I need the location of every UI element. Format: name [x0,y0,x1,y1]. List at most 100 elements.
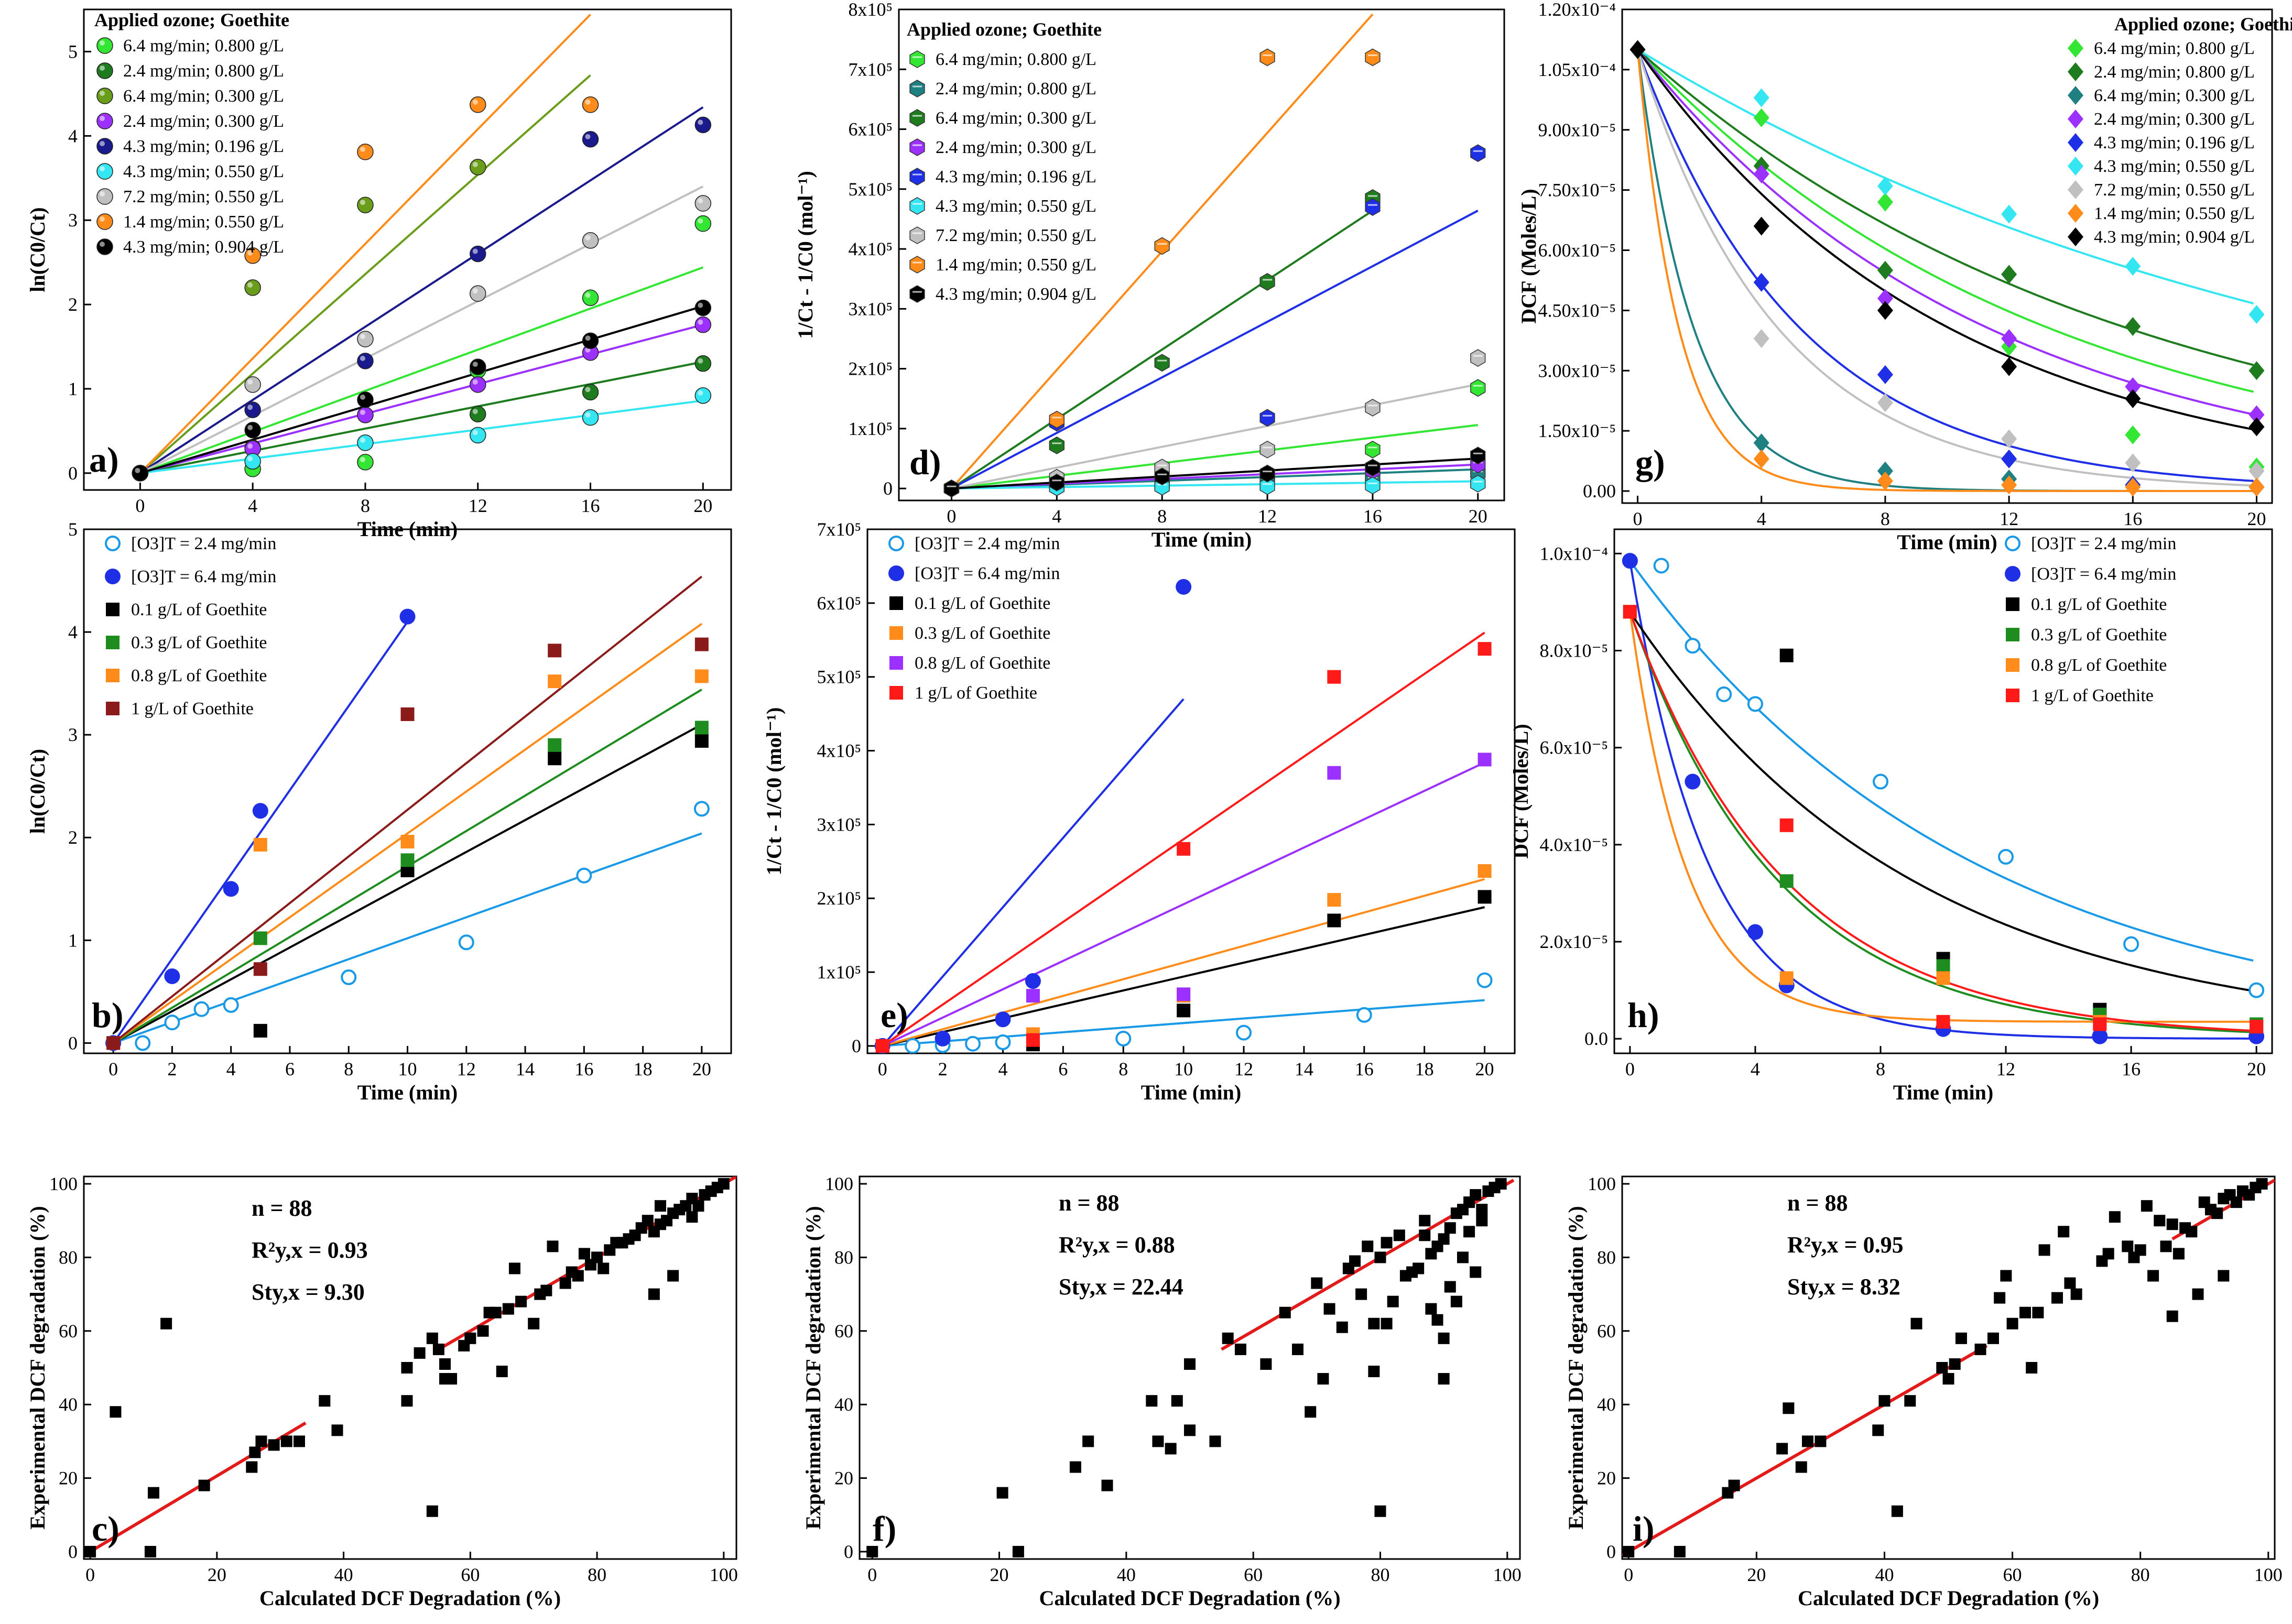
x-tick-label: 6 [1058,1059,1068,1080]
point-41 [1425,1303,1437,1315]
plot-area [1622,1178,2275,1557]
point-5-5 [1470,475,1486,493]
point-7 [1152,1435,1164,1447]
point-7-3 [469,96,486,113]
legend-marker-7-highlight [100,216,105,222]
x-tick-label: 0 [1633,508,1643,529]
point-2-2-highlight [360,200,365,205]
y-tick-label: 0.00 [1583,481,1616,502]
point-6-3-highlight [472,288,478,294]
legend: Applied ozone; Goethite 6.4 mg/min; 0.800… [2068,14,2292,247]
point-32 [2102,1248,2114,1260]
point-29 [1374,1505,1386,1517]
legend-marker-3 [2006,628,2019,641]
legend-marker-2 [909,109,925,127]
y-tick-label: 3x10⁵ [817,814,861,835]
point-5-0 [875,1039,889,1053]
point-26 [1362,1240,1374,1252]
y-tick-label: 80 [834,1247,853,1268]
point-6-3 [1259,441,1275,459]
point-5-1 [1026,1033,1040,1047]
point-2-3 [548,751,562,766]
point-48 [1444,1222,1456,1234]
x-tick-label: 40 [334,1564,353,1585]
point-0-5 [1872,773,1888,790]
point-8-4 [2125,389,2141,408]
point-5-4-highlight [585,412,591,418]
point-1-2 [223,881,239,897]
legend-label-5: 4.3 mg/min; 0.550 g/L [936,197,1096,216]
legend-label-7: 1.4 mg/min; 0.550 g/L [936,255,1096,275]
x-axis-label: Time (min) [357,1081,458,1104]
x-tick-label: 4 [998,1059,1007,1080]
point-5-0 [1623,605,1637,619]
legend-marker-4 [889,656,903,670]
plot-frame [866,528,1516,1054]
point-7 [1801,1435,1813,1447]
x-tick-label: 0 [867,1564,877,1585]
y-tick-label: 3 [68,724,78,745]
legend: [O3]T = 2.4 mg/min [O3]T = 6.4 mg/min 0.1 … [888,534,1060,703]
x-tick-label: 8 [1157,506,1167,527]
point-5-1-highlight [247,456,253,462]
point-10 [280,1435,292,1447]
plot-area [874,579,1493,1053]
point-2-4 [694,734,709,748]
point-7 [249,1446,261,1458]
legend: [O3]T = 2.4 mg/min [O3]T = 6.4 mg/min 0.1 … [2005,534,2176,705]
point-4-2 [1177,987,1191,1001]
legend: [O3]T = 2.4 mg/min [O3]T = 6.4 mg/min 0.1 … [105,534,276,718]
legend-marker-6 [96,188,113,205]
x-tick-label: 0 [85,1564,95,1585]
point-6-5 [694,195,712,212]
x-axis-label: Time (min) [1893,1081,1993,1104]
point-0-2-highlight [360,456,365,462]
legend-marker-4 [106,669,120,682]
point-4-1 [244,401,261,418]
legend-label-2: 0.1 g/L of Goethite [2031,595,2167,614]
y-tick-label: 60 [1597,1321,1616,1342]
legend-marker-5 [96,163,113,180]
point-7-5 [2248,477,2265,497]
y-tick-label: 1x10⁵ [817,962,861,983]
y-tick-label: 1.05x10⁻⁴ [1538,59,1616,80]
x-tick-label: 100 [2254,1564,2283,1585]
x-tick-label: 16 [581,495,600,516]
point-4-4 [694,669,709,683]
point-8 [1165,1443,1177,1455]
x-tick-label: 12 [1258,506,1277,527]
x-tick-label: 12 [469,495,487,516]
point-11 [1891,1505,1903,1517]
point-23 [2019,1306,2031,1318]
point-4-1 [1026,989,1040,1003]
panel-label: f) [873,1509,896,1549]
y-tick-label: 4.50x10⁻⁵ [1538,300,1616,321]
point-0-4 [2125,425,2141,444]
point-6 [1795,1461,1807,1473]
point-2-1 [1049,437,1064,454]
point-0 [866,1545,878,1557]
point-1-5-highlight [698,358,703,364]
point-37 [1413,1262,1425,1274]
point-7-1 [1049,410,1064,429]
point-5-2-highlight [360,437,365,443]
y-tick-label: 5x10⁵ [817,667,861,688]
fit-line-1 [112,621,409,1044]
point-5-2 [400,707,415,721]
point-5-0 [106,1036,121,1050]
point-5-4 [2250,1020,2264,1034]
fit-line-2 [113,723,702,1044]
point-8 [255,1435,267,1447]
fit-line-0 [882,999,1485,1047]
point-1-3 [2001,265,2017,284]
fit-curve-0 [1629,560,2254,962]
legend-label-4: 4.3 mg/min; 0.196 g/L [936,167,1096,187]
stat-r2: R²y,x = 0.93 [252,1237,368,1263]
legend-marker-7 [909,256,925,274]
point-3-5 [694,316,712,333]
x-axis-label: Time (min) [1141,1081,1241,1104]
point-25 [2032,1306,2044,1318]
point-1-3 [469,406,486,422]
point-5-4 [1365,476,1381,495]
